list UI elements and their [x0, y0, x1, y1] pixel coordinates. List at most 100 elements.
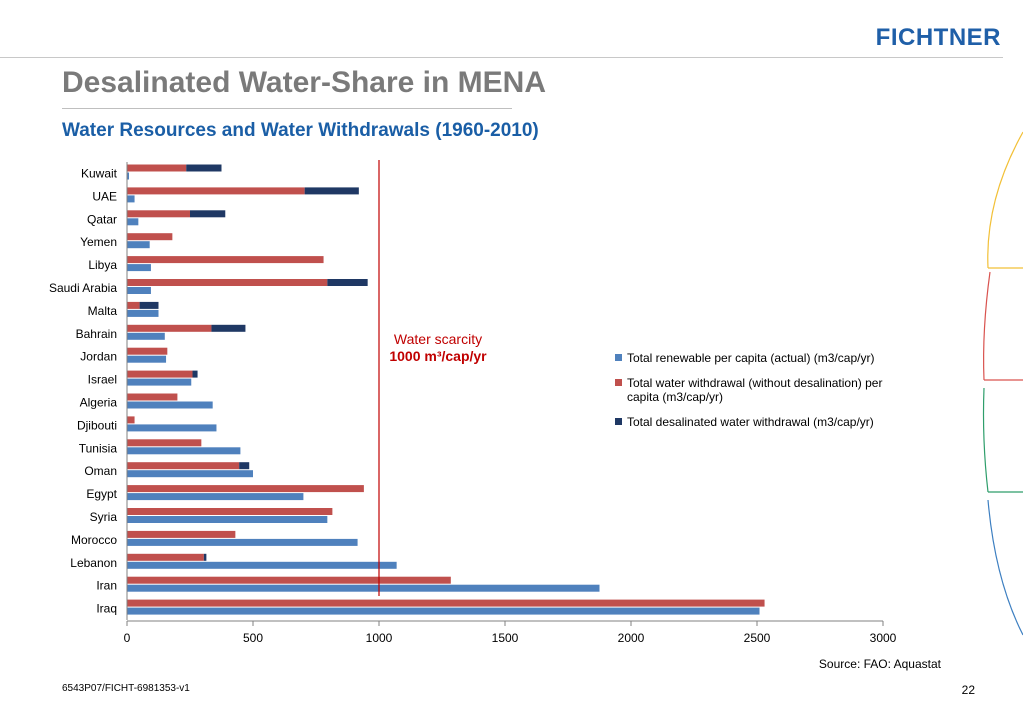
bar-withdrawal-bahrain — [127, 324, 212, 332]
category-label-qatar: Qatar — [87, 212, 117, 226]
bar-renewable-kuwait — [127, 172, 130, 180]
bar-desalinated-bahrain — [211, 324, 246, 332]
bar-desalinated-qatar — [190, 210, 226, 218]
bar-renewable-israel — [127, 378, 192, 386]
legend-label-renewable: Total renewable per capita (actual) (m3/… — [627, 351, 875, 365]
bar-desalinated-kuwait — [186, 164, 222, 172]
bar-renewable-iran — [127, 584, 600, 592]
bar-desalinated-uae — [304, 187, 359, 195]
water-scarcity-value: 1000 m³/cap/yr — [389, 348, 487, 364]
legend-item-withdrawal: Total water withdrawal (without desalina… — [615, 376, 915, 404]
bar-withdrawal-iran — [127, 576, 451, 584]
category-label-saudi-arabia: Saudi Arabia — [49, 281, 117, 295]
bar-withdrawal-morocco — [127, 530, 236, 538]
x-tick-label-3000: 3000 — [870, 631, 897, 645]
x-tick-label-2000: 2000 — [618, 631, 645, 645]
bar-withdrawal-qatar — [127, 210, 190, 218]
x-tick-label-500: 500 — [243, 631, 263, 645]
category-label-israel: Israel — [88, 373, 117, 387]
bar-renewable-syria — [127, 516, 328, 523]
bar-renewable-lebanon — [127, 561, 397, 569]
legend-label-desalinated: Total desalinated water withdrawal (m3/c… — [627, 415, 874, 429]
bar-renewable-iraq — [127, 607, 760, 615]
bar-renewable-yemen — [127, 241, 150, 249]
category-label-algeria: Algeria — [80, 395, 118, 409]
bar-withdrawal-malta — [127, 301, 140, 309]
legend-item-desalinated: Total desalinated water withdrawal (m3/c… — [615, 415, 915, 429]
bar-renewable-bahrain — [127, 332, 165, 340]
title-underline — [62, 108, 512, 109]
bar-desalinated-saudi-arabia — [327, 279, 368, 286]
bar-renewable-egypt — [127, 493, 304, 501]
legend-swatch-withdrawal — [615, 379, 622, 386]
x-tick-label-1500: 1500 — [492, 631, 519, 645]
bar-withdrawal-kuwait — [127, 164, 187, 172]
bar-renewable-uae — [127, 195, 135, 203]
bar-renewable-qatar — [127, 218, 139, 226]
bar-withdrawal-algeria — [127, 393, 178, 401]
bar-withdrawal-israel — [127, 370, 193, 378]
category-label-syria: Syria — [90, 510, 118, 524]
bar-withdrawal-saudi-arabia — [127, 279, 328, 286]
category-label-iraq: Iraq — [96, 602, 117, 616]
bar-withdrawal-egypt — [127, 485, 364, 493]
legend-swatch-desalinated — [615, 418, 622, 425]
category-label-libya: Libya — [88, 258, 117, 272]
x-tick-label-1000: 1000 — [366, 631, 393, 645]
category-label-lebanon: Lebanon — [70, 556, 117, 570]
bar-desalinated-oman — [239, 462, 250, 470]
bar-withdrawal-oman — [127, 462, 240, 470]
deco-arc-red — [983, 271, 991, 381]
x-tick-label-2500: 2500 — [744, 631, 771, 645]
bar-withdrawal-uae — [127, 187, 305, 195]
category-label-iran: Iran — [96, 579, 117, 593]
bar-desalinated-malta — [139, 301, 159, 309]
bar-withdrawal-tunisia — [127, 439, 202, 447]
bar-renewable-algeria — [127, 401, 213, 409]
category-label-tunisia: Tunisia — [79, 441, 118, 455]
header-divider — [0, 57, 1003, 58]
bar-withdrawal-iraq — [127, 599, 765, 607]
bar-withdrawal-djibouti — [127, 416, 135, 424]
category-label-oman: Oman — [84, 464, 117, 478]
bar-renewable-jordan — [127, 355, 167, 363]
category-label-djibouti: Djibouti — [77, 418, 117, 432]
bar-desalinated-israel — [192, 370, 198, 378]
category-label-morocco: Morocco — [71, 533, 117, 547]
document-id: 6543P07/FICHT-6981353-v1 — [62, 683, 190, 694]
bar-withdrawal-lebanon — [127, 553, 204, 561]
bar-renewable-oman — [127, 470, 253, 478]
legend-item-renewable: Total renewable per capita (actual) (m3/… — [615, 351, 915, 365]
category-label-yemen: Yemen — [80, 235, 117, 249]
category-label-jordan: Jordan — [80, 350, 117, 364]
bar-withdrawal-jordan — [127, 347, 168, 355]
bar-withdrawal-syria — [127, 508, 333, 515]
bar-withdrawal-yemen — [127, 233, 173, 241]
bar-renewable-djibouti — [127, 424, 217, 432]
bar-renewable-saudi-arabia — [127, 287, 151, 294]
category-label-bahrain: Bahrain — [76, 327, 117, 341]
source-note: Source: FAO: Aquastat — [818, 657, 941, 671]
deco-arc-blue — [987, 499, 1023, 636]
category-label-kuwait: Kuwait — [81, 166, 118, 180]
bar-withdrawal-libya — [127, 256, 324, 264]
chart-legend: Total renewable per capita (actual) (m3/… — [615, 351, 915, 440]
fichtner-logo: FICHTNER — [875, 24, 1001, 51]
category-label-uae: UAE — [92, 189, 117, 203]
water-scarcity-label: Water scarcity 1000 m³/cap/yr — [370, 331, 506, 365]
slide-subtitle: Water Resources and Water Withdrawals (1… — [62, 120, 539, 141]
bar-renewable-tunisia — [127, 447, 241, 455]
bar-desalinated-lebanon — [203, 553, 207, 561]
bar-renewable-morocco — [127, 538, 358, 546]
category-label-malta: Malta — [88, 304, 118, 318]
water-scarcity-text: Water scarcity — [393, 331, 483, 347]
legend-swatch-renewable — [615, 354, 622, 361]
legend-label-withdrawal: Total water withdrawal (without desalina… — [627, 376, 883, 404]
page-number: 22 — [961, 683, 975, 697]
deco-arc-yellow — [987, 131, 1023, 269]
slide-title: Desalinated Water-Share in MENA — [62, 66, 546, 99]
deco-arc-green — [982, 387, 989, 493]
bar-renewable-malta — [127, 309, 159, 317]
